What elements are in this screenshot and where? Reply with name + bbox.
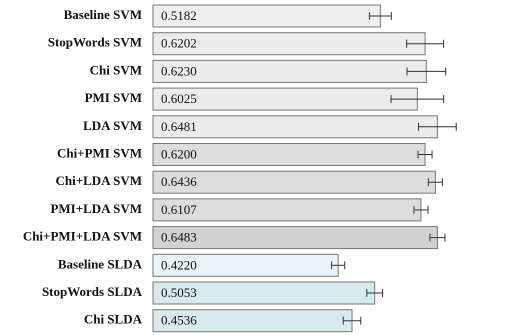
category-label: LDA SVM xyxy=(83,118,142,133)
value-label: 0.6200 xyxy=(161,146,197,161)
value-label: 0.4220 xyxy=(161,257,197,272)
value-label: 0.5053 xyxy=(161,285,197,300)
value-label: 0.6481 xyxy=(161,119,197,134)
value-label: 0.5182 xyxy=(161,8,197,23)
value-label: 0.6436 xyxy=(161,174,197,189)
category-label: Baseline SLDA xyxy=(58,256,143,271)
category-label: Chi+PMI SVM xyxy=(57,145,142,160)
category-label: Chi+PMI+LDA SVM xyxy=(23,229,142,244)
category-label: StopWords SLDA xyxy=(42,284,143,299)
category-label: PMI+LDA SVM xyxy=(50,201,142,216)
category-label: Chi SVM xyxy=(90,62,142,77)
value-label: 0.6230 xyxy=(161,63,197,78)
value-label: 0.6483 xyxy=(161,230,197,245)
category-label: Chi SLDA xyxy=(84,312,143,327)
value-label: 0.6202 xyxy=(161,36,197,51)
value-label: 0.6107 xyxy=(161,202,197,217)
category-label: Chi+LDA SVM xyxy=(55,173,142,188)
category-label: StopWords SVM xyxy=(48,35,142,50)
value-label: 0.4536 xyxy=(161,313,197,328)
value-label: 0.6025 xyxy=(161,91,197,106)
category-label: Baseline SVM xyxy=(64,7,142,22)
category-label: PMI SVM xyxy=(85,90,142,105)
